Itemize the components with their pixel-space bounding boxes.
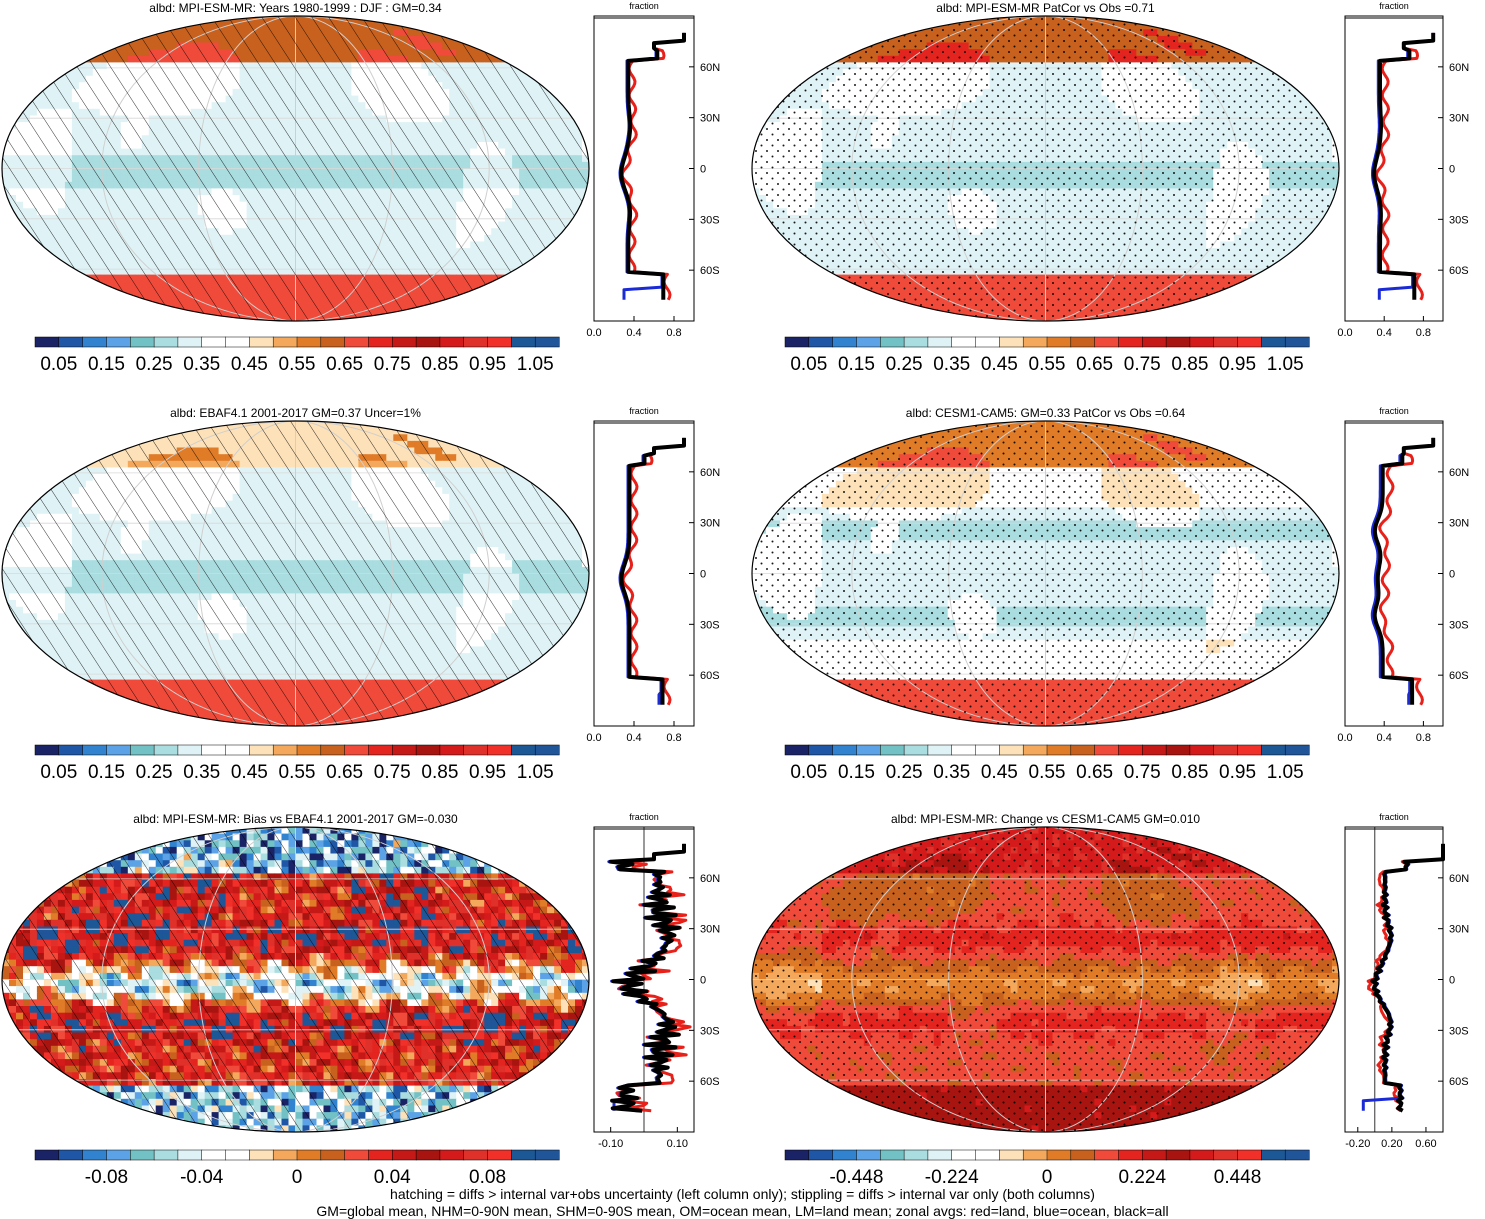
map-field — [752, 16, 1340, 322]
grid-cell — [414, 308, 422, 315]
colorbar-tick-label: 0.45 — [231, 354, 268, 375]
colorbar-tick-label: 0.95 — [469, 354, 506, 375]
map-title: albd: MPI-ESM-MR: Years 1980-1999 : DJF … — [149, 1, 442, 15]
colorbar-swatch — [297, 337, 321, 347]
grid-cell — [582, 129, 590, 136]
grid-cell — [780, 89, 788, 96]
colorbar-swatch — [154, 337, 178, 347]
zonal-ytick-label: 30N — [700, 113, 720, 125]
significance-pattern — [2, 16, 589, 321]
colorbar-swatch — [511, 337, 535, 347]
colorbar-swatch — [83, 337, 107, 347]
grid-cell — [575, 116, 583, 123]
grid-cell — [23, 96, 31, 103]
grid-cell — [30, 241, 38, 248]
grid-cell — [379, 314, 387, 321]
grid-cell — [477, 288, 485, 295]
zonal-xtick-label: 0.4 — [626, 327, 641, 339]
colorbar-swatch — [321, 337, 345, 347]
grid-cell — [170, 308, 178, 315]
grid-cell — [79, 275, 87, 282]
colorbar-swatch — [440, 337, 464, 347]
colorbar-swatch — [345, 337, 369, 347]
grid-cell — [30, 89, 38, 96]
grid-cell — [773, 96, 781, 103]
zonal-ytick-label: 60N — [700, 62, 720, 74]
grid-cell — [561, 235, 569, 242]
colorbar-swatch — [226, 337, 250, 347]
colorbar-tick-label: 0.55 — [279, 354, 316, 375]
grid-cell — [1325, 116, 1333, 123]
zonal-mean-plot: fraction 0.0 0.4 0.8 60N 30N 0 30S 60S — [586, 1, 720, 339]
colorbar-tick-label: 0.75 — [374, 354, 411, 375]
grid-cell — [554, 241, 562, 248]
colorbar-swatch — [249, 337, 273, 347]
colorbar-tick-label: 0.35 — [183, 354, 220, 375]
grid-cell — [1332, 129, 1340, 136]
grid-cell — [9, 215, 17, 222]
colorbar: 0.05 0.15 0.25 0.35 0.45 0.55 0.65 0.75 0.85 0.95… — [35, 337, 559, 375]
grid-cell — [752, 129, 760, 136]
colorbar-swatch — [107, 337, 131, 347]
colorbar-tick-label: 0.05 — [40, 354, 77, 375]
grid-cell — [205, 314, 213, 321]
colorbar-swatch — [464, 337, 488, 347]
colorbar-swatch — [178, 337, 202, 347]
grid-cell — [107, 288, 115, 295]
grid-cell — [1311, 96, 1319, 103]
colorbar-swatch — [392, 337, 416, 347]
grid-cell — [1304, 89, 1312, 96]
colorbar-swatch — [416, 337, 440, 347]
zonal-header: fraction — [629, 1, 659, 11]
grid-cell — [505, 275, 513, 282]
colorbar-swatch — [35, 337, 59, 347]
colorbar-swatch — [59, 337, 83, 347]
zonal-ytick-label: 30S — [700, 214, 720, 226]
colorbar-tick-label: 0.85 — [421, 354, 458, 375]
colorbar-swatch — [202, 337, 226, 347]
grid-cell — [23, 235, 31, 242]
grid-cell — [582, 202, 590, 209]
zonal-ytick-label: 60S — [700, 265, 720, 277]
grid-cell — [9, 116, 17, 123]
colorbar-tick-label: 1.05 — [517, 354, 554, 375]
grid-cell — [575, 215, 583, 222]
zonal-frame — [594, 16, 694, 321]
grid-cell — [2, 202, 10, 209]
map-title: albd: MPI-ESM-MR PatCor vs Obs =0.71 — [936, 1, 1155, 15]
colorbar-swatch — [488, 337, 512, 347]
colorbar-swatch — [273, 337, 297, 347]
grid-cell — [554, 89, 562, 96]
colorbar-swatch — [535, 337, 559, 347]
map-field — [2, 16, 590, 322]
grid-cell — [561, 96, 569, 103]
colorbar-swatch — [369, 337, 393, 347]
colorbar-tick-label: 0.15 — [88, 354, 125, 375]
grid-cell — [759, 116, 767, 123]
zonal-ytick-label: 0 — [700, 164, 706, 176]
zonal-xtick-label: 0.0 — [586, 327, 601, 339]
zonal-land-line — [622, 33, 684, 300]
panel-2: albd: MPI-ESM-MR PatCor vs Obs =0.710.05… — [752, 1, 1469, 375]
panel-1: albd: MPI-ESM-MR: Years 1980-1999 : DJF … — [2, 1, 720, 375]
colorbar-swatch — [130, 337, 154, 347]
colorbar-tick-label: 0.65 — [326, 354, 363, 375]
colorbar-tick-label: 0.25 — [136, 354, 173, 375]
grid-cell — [2, 129, 10, 136]
zonal-xtick-label: 0.8 — [666, 327, 681, 339]
